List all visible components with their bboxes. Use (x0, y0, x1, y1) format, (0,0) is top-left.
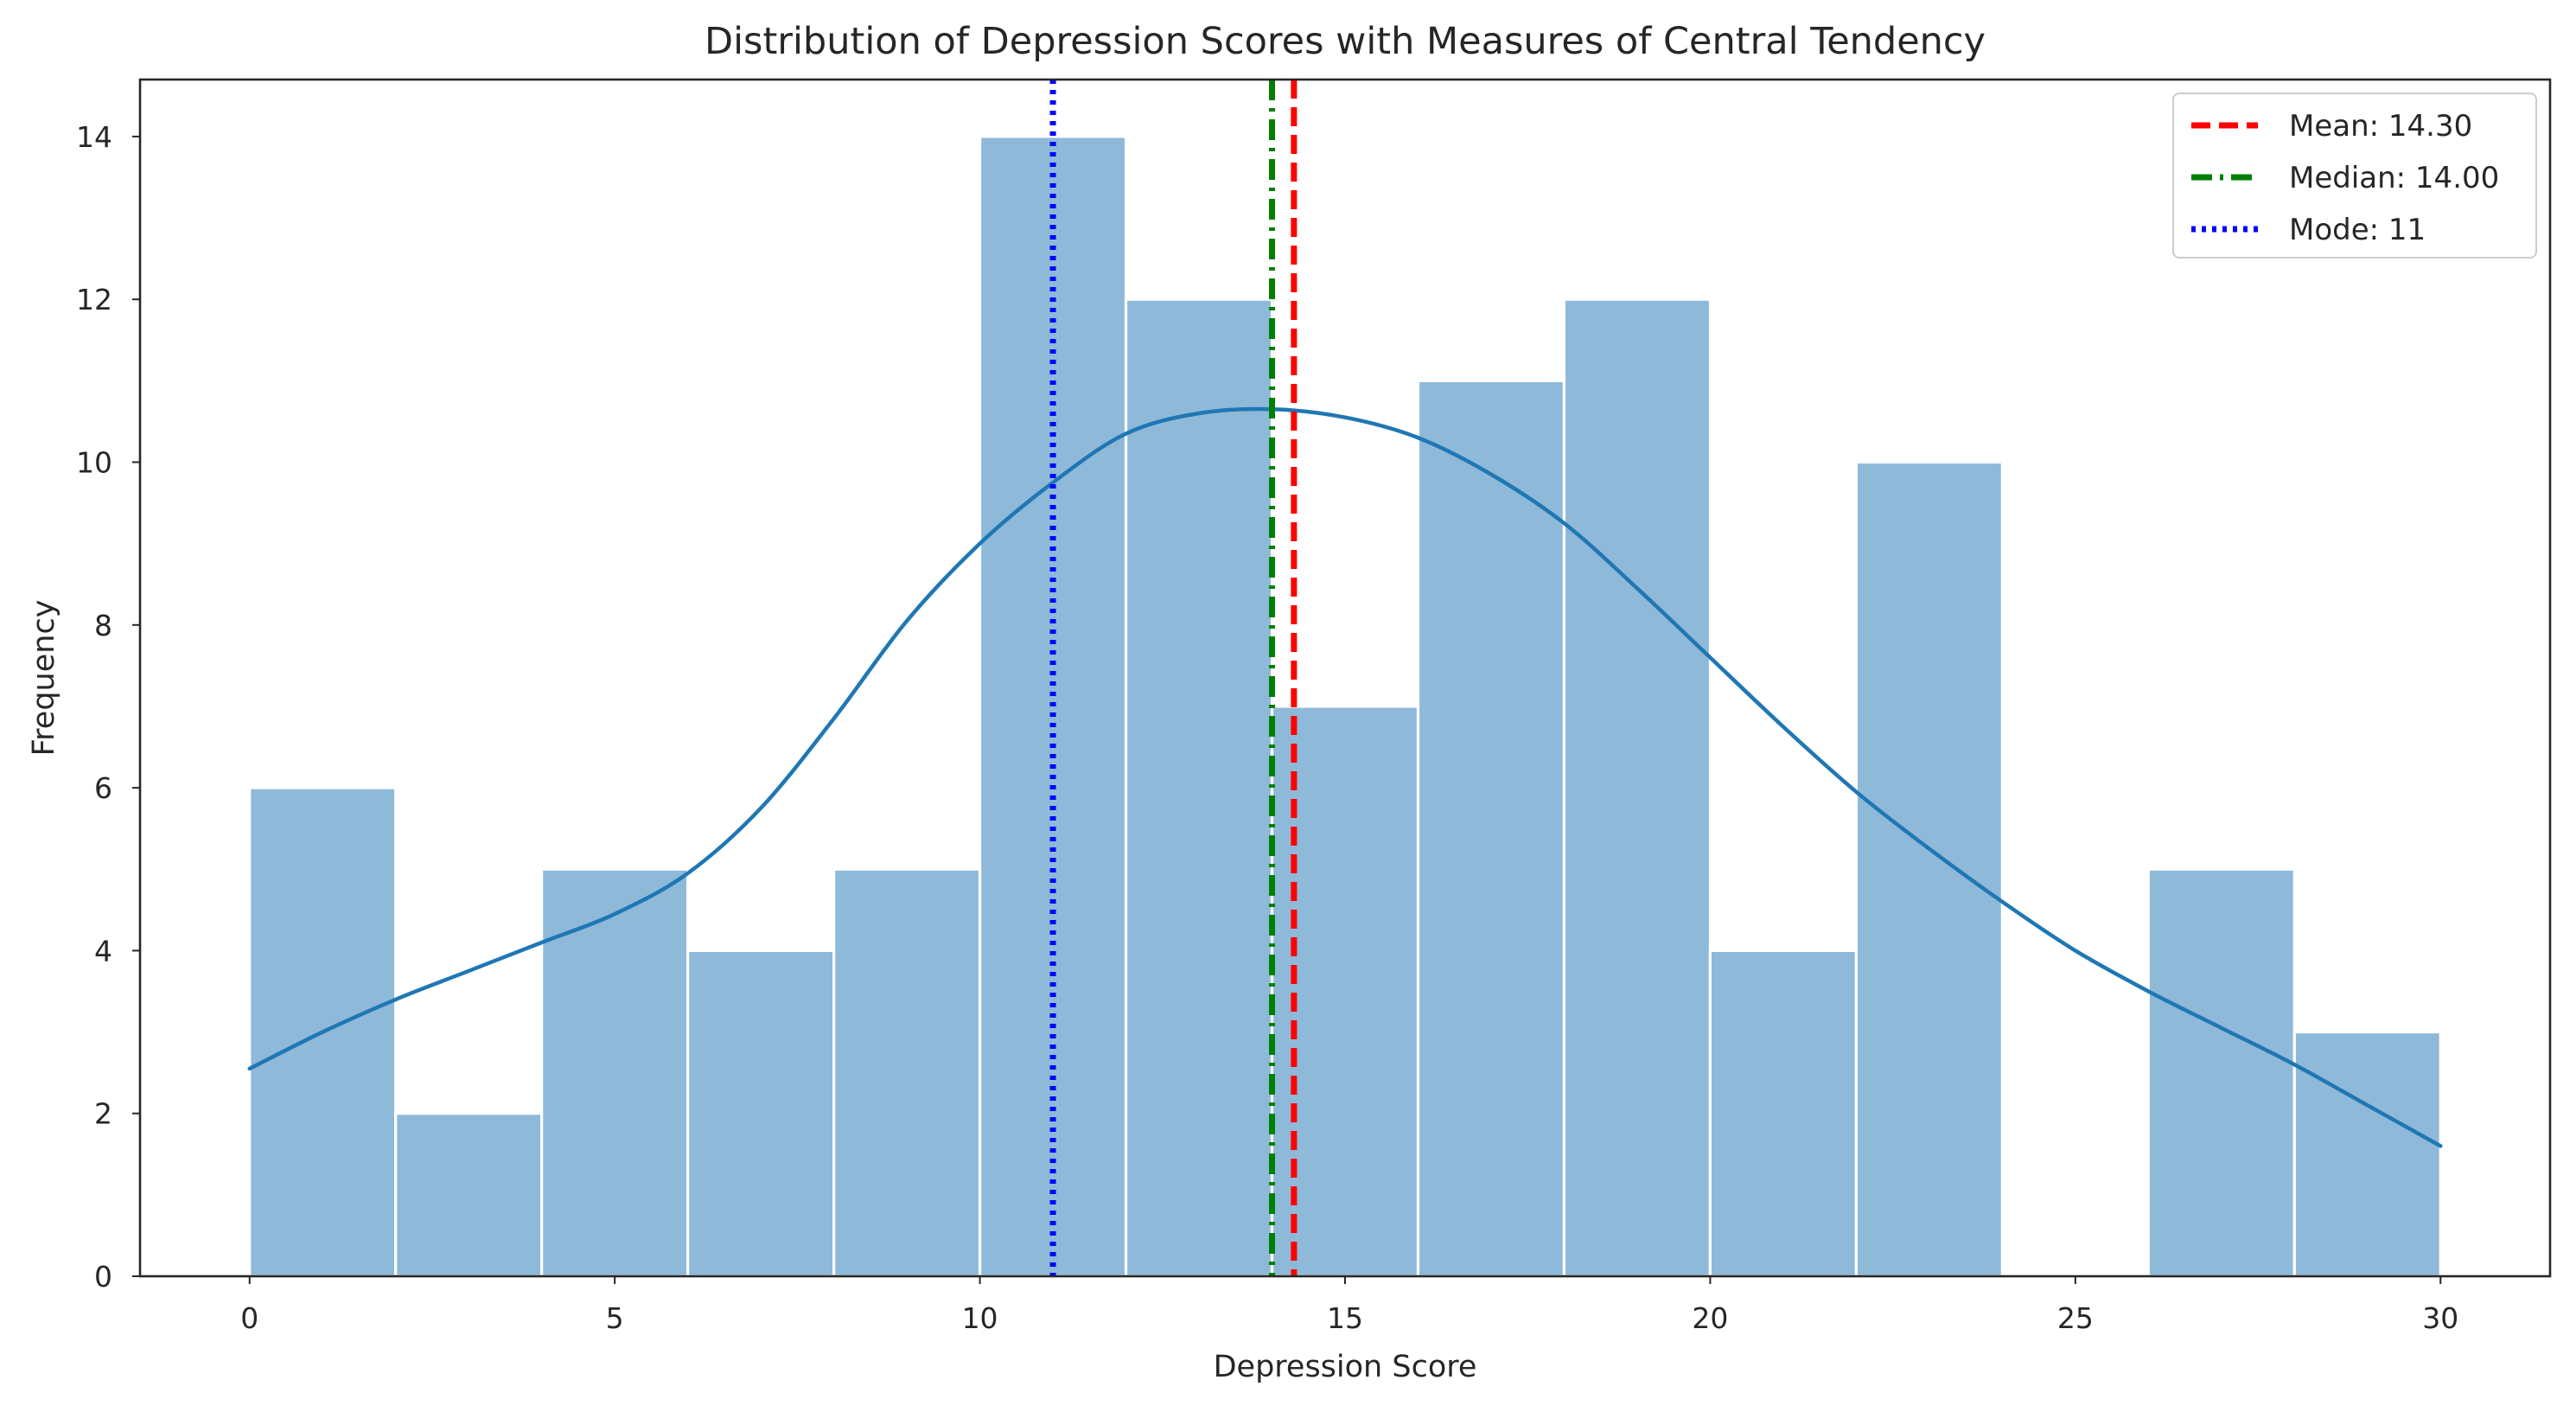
x-tick-label: 20 (1692, 1301, 1728, 1335)
histogram-bar (2146, 867, 2296, 1278)
legend-box (2172, 93, 2537, 259)
histogram-bar (1124, 297, 1274, 1278)
y-tick-label: 14 (76, 120, 112, 154)
mean-legend-label: Mean: 14.30 (2289, 109, 2472, 144)
y-tick-label: 0 (94, 1260, 112, 1294)
y-tick-label: 6 (94, 771, 112, 805)
central-tendency-lines (1049, 80, 1298, 1276)
y-tick-label: 10 (76, 446, 112, 480)
x-tick-label: 5 (606, 1301, 624, 1335)
histogram-bar (394, 1112, 544, 1278)
chart-legend: Mean: 14.30 Median: 14.00 Mode: 11 (2172, 93, 2537, 259)
histogram-bar (1708, 949, 1858, 1278)
y-axis-label: Frequency (27, 600, 61, 757)
histogram-bar (540, 867, 690, 1278)
x-tick-label: 15 (1327, 1301, 1363, 1335)
histogram-bar (686, 949, 836, 1278)
histogram-bar (832, 867, 982, 1278)
histogram-bar (1562, 297, 1712, 1278)
chart-title: Distribution of Depression Scores with M… (705, 20, 1986, 63)
y-tick-label: 8 (94, 609, 112, 642)
y-tick-label: 2 (94, 1097, 112, 1131)
x-tick-label: 10 (962, 1301, 998, 1335)
median-legend-label: Median: 14.00 (2289, 161, 2499, 195)
kde-curve (247, 406, 2443, 1148)
histogram-bar (2292, 1030, 2442, 1278)
legend-items: Mean: 14.30 Median: 14.00 Mode: 11 (2191, 109, 2499, 247)
x-axis-label: Depression Score (1214, 1350, 1477, 1384)
histogram-bars (248, 135, 2442, 1278)
y-axis-ticks: 0 2 4 6 8 10 12 14 (76, 120, 140, 1294)
mode-legend-label: Mode: 11 (2289, 213, 2426, 247)
plot-area (138, 78, 2552, 1278)
histogram-bar (1416, 379, 1566, 1278)
y-tick-label: 12 (76, 283, 112, 316)
x-axis-ticks: 0 5 10 15 20 25 30 (240, 1276, 2458, 1335)
x-tick-label: 0 (240, 1301, 258, 1335)
histogram-bar (1854, 460, 2004, 1278)
x-tick-label: 25 (2057, 1301, 2094, 1335)
y-tick-label: 4 (94, 934, 112, 968)
x-tick-label: 30 (2422, 1301, 2458, 1335)
kde-curve-layer (247, 406, 2443, 1148)
